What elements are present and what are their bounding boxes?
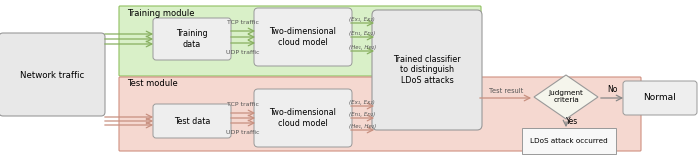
- FancyBboxPatch shape: [153, 18, 231, 60]
- FancyBboxPatch shape: [372, 10, 482, 130]
- Text: (He₁, He₂): (He₁, He₂): [349, 124, 377, 129]
- Text: Test data: Test data: [174, 116, 210, 125]
- Text: LDoS attack occurred: LDoS attack occurred: [530, 138, 608, 144]
- Text: Yes: Yes: [566, 117, 578, 127]
- FancyBboxPatch shape: [254, 89, 352, 147]
- Text: TCP traffic: TCP traffic: [227, 20, 259, 25]
- Text: (En₁, En₂): (En₁, En₂): [349, 31, 375, 36]
- Text: Test module: Test module: [127, 79, 178, 88]
- FancyBboxPatch shape: [119, 77, 641, 151]
- FancyBboxPatch shape: [119, 6, 481, 76]
- FancyBboxPatch shape: [0, 33, 105, 116]
- FancyBboxPatch shape: [623, 81, 697, 115]
- Text: TCP traffic: TCP traffic: [227, 102, 259, 107]
- Text: UDP traffic: UDP traffic: [226, 130, 260, 135]
- Text: (Ex₁, Ex₂): (Ex₁, Ex₂): [349, 100, 375, 105]
- Text: (Ex₁, Ex₂): (Ex₁, Ex₂): [349, 17, 375, 22]
- Text: Judgment
criteria: Judgment criteria: [549, 90, 583, 103]
- Text: (En₁, En₂): (En₁, En₂): [349, 112, 375, 117]
- Text: Test result: Test result: [489, 88, 523, 94]
- Text: Network traffic: Network traffic: [20, 70, 84, 79]
- FancyBboxPatch shape: [153, 104, 231, 138]
- Text: No: No: [607, 85, 617, 94]
- Text: Training module: Training module: [127, 9, 195, 18]
- FancyBboxPatch shape: [254, 8, 352, 66]
- Text: Training
data: Training data: [176, 29, 208, 49]
- Text: UDP traffic: UDP traffic: [226, 50, 260, 55]
- Text: Trained classifier
to distinguish
LDoS attacks: Trained classifier to distinguish LDoS a…: [393, 55, 461, 85]
- Text: (He₁, He₂): (He₁, He₂): [349, 45, 377, 50]
- Text: Two-dimensional
cloud model: Two-dimensional cloud model: [270, 108, 337, 128]
- Text: Two-dimensional
cloud model: Two-dimensional cloud model: [270, 27, 337, 47]
- Text: Normal: Normal: [643, 94, 676, 103]
- Polygon shape: [534, 75, 598, 119]
- FancyBboxPatch shape: [522, 128, 616, 154]
